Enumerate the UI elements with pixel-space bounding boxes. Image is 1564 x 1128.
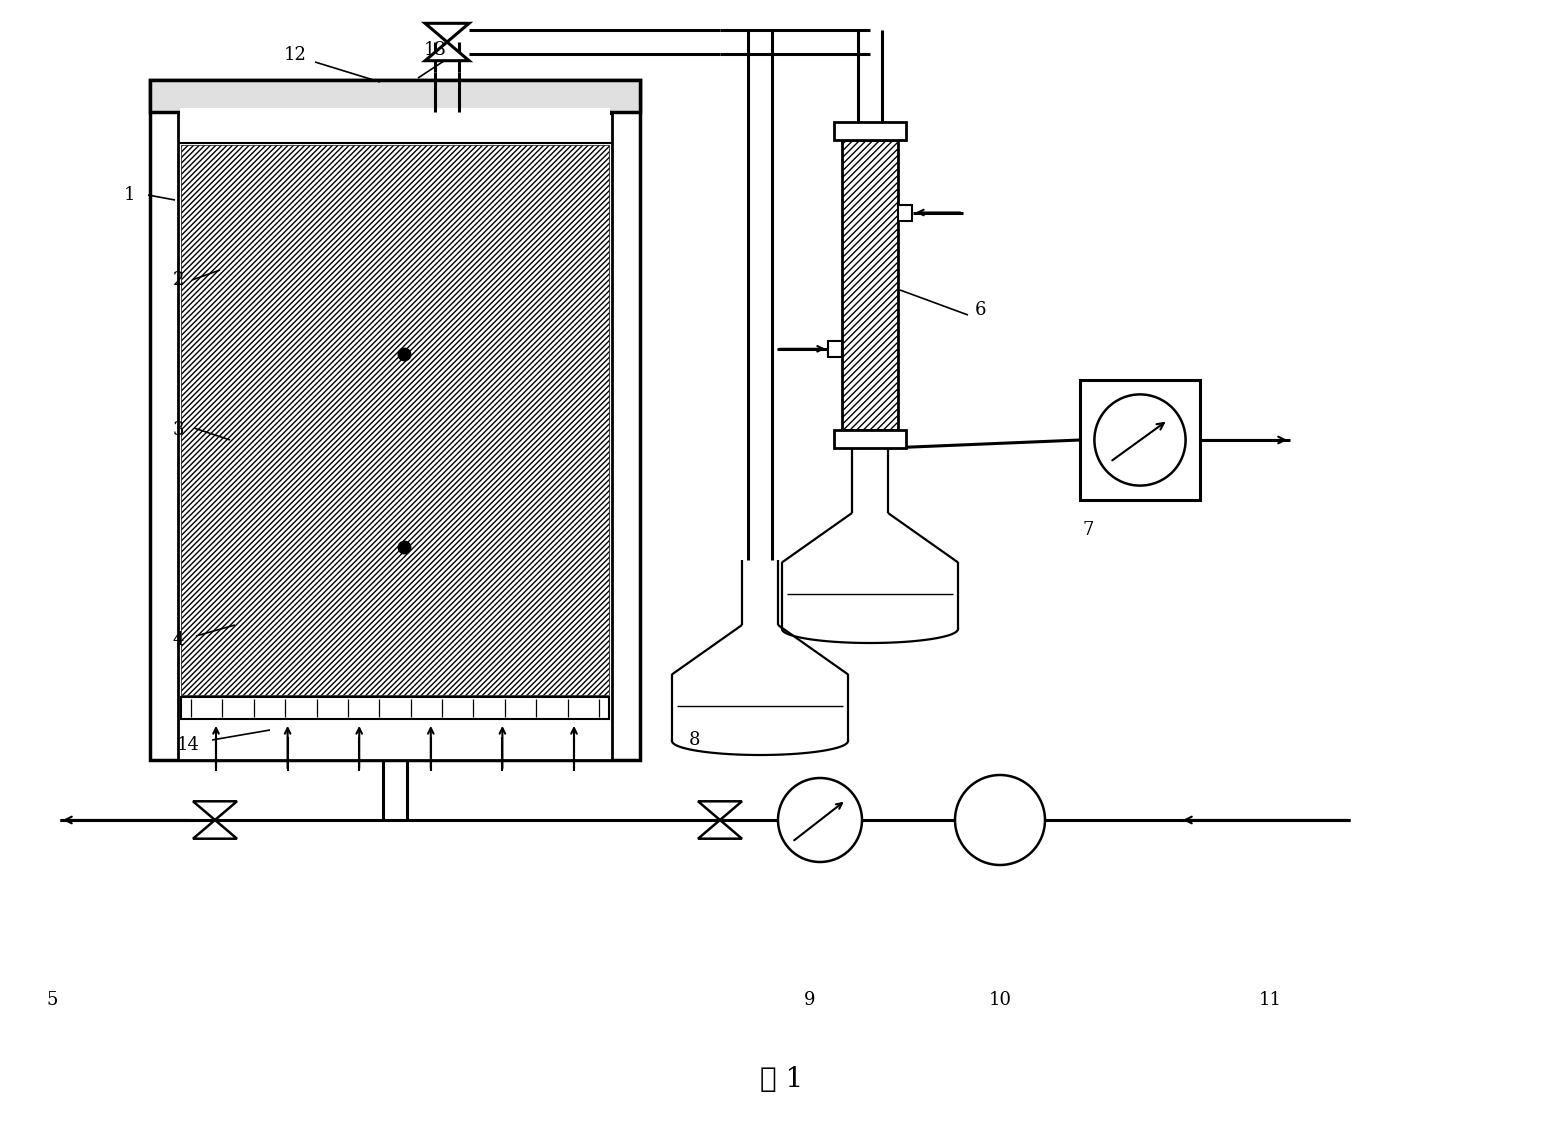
Circle shape: [777, 778, 862, 862]
Text: 3: 3: [172, 421, 183, 439]
Text: 10: 10: [988, 992, 1012, 1010]
Bar: [1081, 380, 1200, 500]
Bar: [834, 122, 906, 140]
Bar: [180, 108, 610, 143]
Text: 5: 5: [47, 992, 58, 1010]
Polygon shape: [425, 42, 469, 61]
Text: 12: 12: [283, 46, 307, 64]
Text: 8: 8: [690, 731, 701, 749]
Text: 9: 9: [804, 992, 816, 1010]
Bar: [150, 80, 640, 760]
Polygon shape: [425, 24, 469, 42]
Bar: [150, 80, 640, 112]
Bar: [181, 146, 608, 695]
Bar: [841, 140, 898, 430]
Text: 图 1: 图 1: [760, 1066, 804, 1093]
Text: 7: 7: [1082, 521, 1093, 539]
Polygon shape: [698, 820, 741, 839]
Text: 11: 11: [1259, 992, 1281, 1010]
Polygon shape: [192, 801, 238, 820]
Text: 6: 6: [974, 301, 985, 319]
Bar: [178, 108, 612, 760]
Bar: [827, 341, 841, 356]
Text: 14: 14: [177, 735, 200, 754]
Bar: [834, 430, 906, 448]
Bar: [898, 204, 912, 220]
Polygon shape: [698, 801, 741, 820]
Text: 13: 13: [424, 41, 446, 59]
Text: 4: 4: [172, 631, 183, 649]
Circle shape: [956, 775, 1045, 865]
Text: 1: 1: [124, 186, 136, 204]
Bar: [181, 697, 608, 719]
Polygon shape: [192, 820, 238, 839]
Text: 2: 2: [172, 271, 183, 289]
